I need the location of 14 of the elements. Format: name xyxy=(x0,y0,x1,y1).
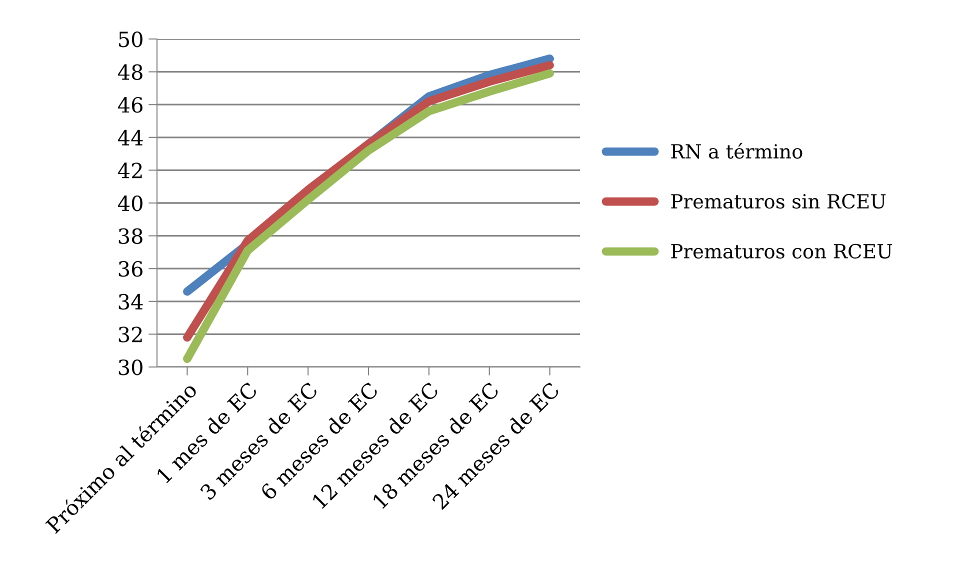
y-tick-label: 42 xyxy=(118,162,142,178)
y-tick-label: 40 xyxy=(118,195,142,212)
legend-label: Prematuros con RCEU xyxy=(671,244,892,259)
legend-label: Prematuros sin RCEU xyxy=(671,194,886,209)
y-tick-label: 36 xyxy=(118,261,142,277)
y-tick-label: 32 xyxy=(118,326,142,342)
y-tick-label: 46 xyxy=(118,97,142,113)
y-tick-label: 44 xyxy=(118,130,143,146)
y-tick-label: 48 xyxy=(118,64,142,80)
y-tick-label: 30 xyxy=(118,359,142,376)
y-tick-label: 34 xyxy=(118,294,143,310)
y-tick-label: 38 xyxy=(118,228,142,244)
legend-label: RN a término xyxy=(671,142,802,159)
y-tick-label: 50 xyxy=(119,31,142,48)
